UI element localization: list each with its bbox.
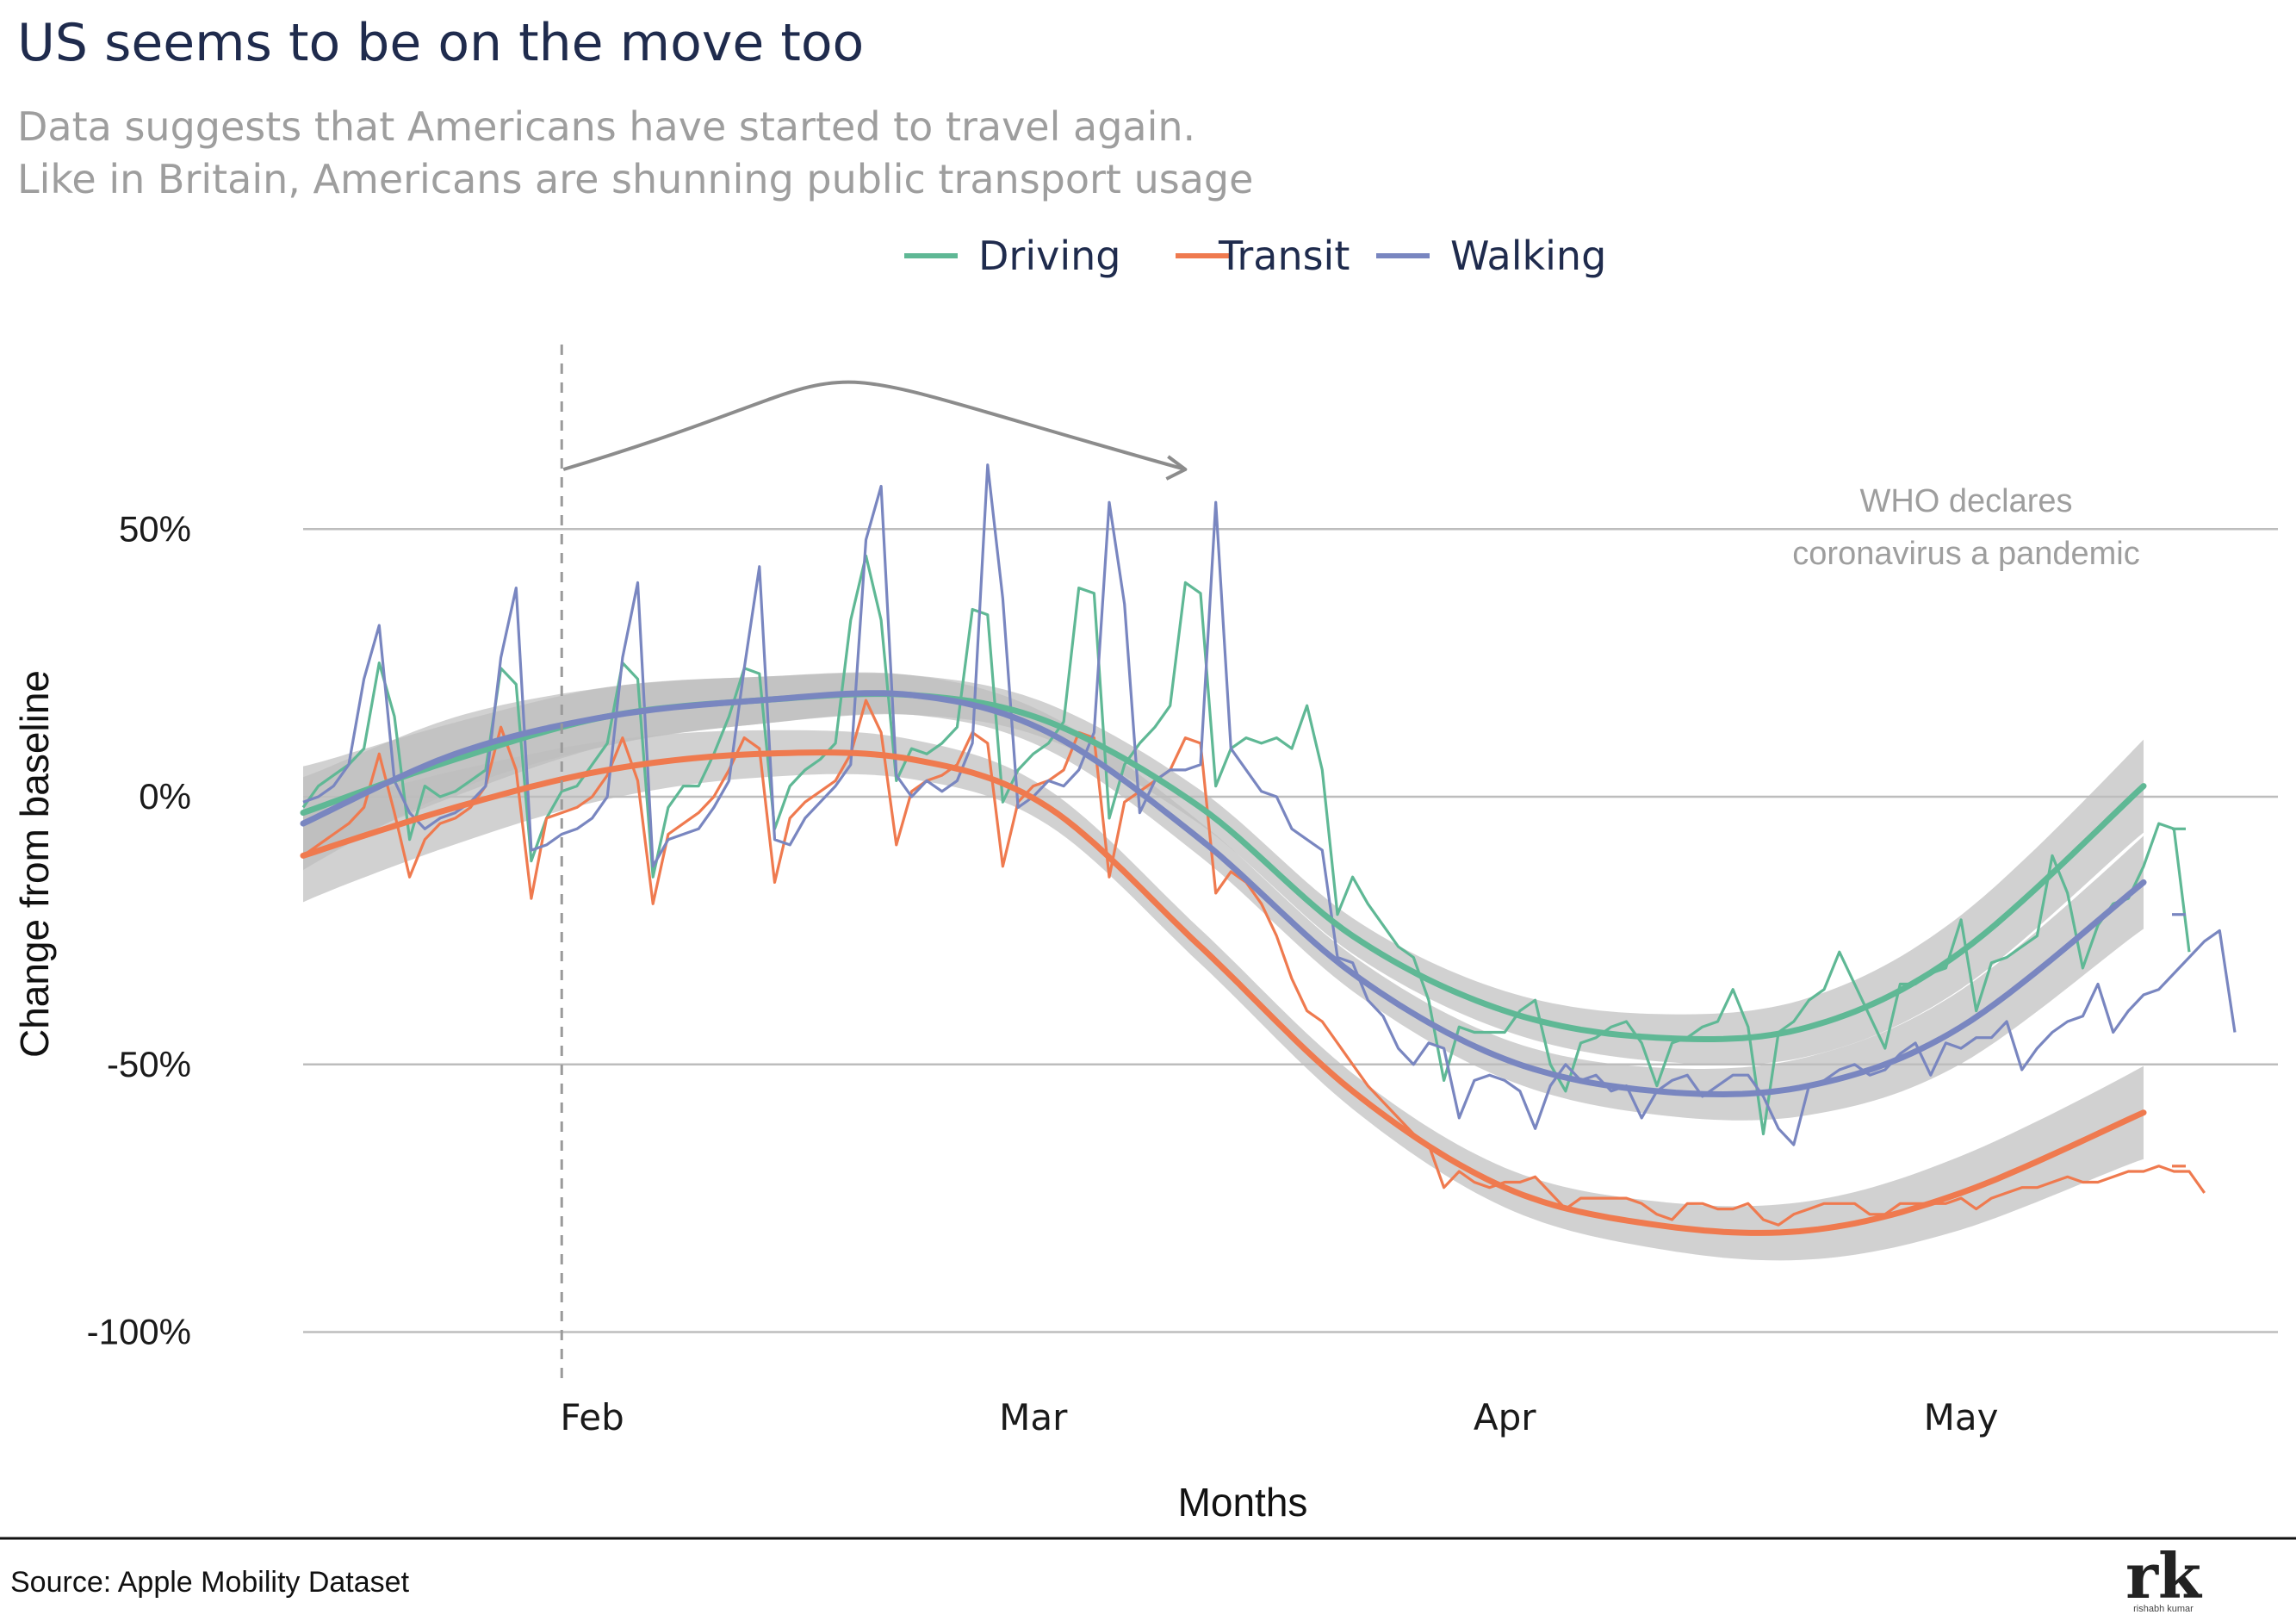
annotation-layer [560, 345, 1188, 1378]
confidence-band-walking [303, 672, 2144, 1121]
logo: rk [2125, 1539, 2203, 1612]
y-tick-label: 50% [119, 508, 191, 549]
gridlines [303, 528, 2278, 1333]
legend-label-walking: Walking [1450, 233, 1606, 279]
annotation-line-1: WHO declares [1859, 483, 2072, 519]
series-line-walking [302, 463, 2237, 1146]
chart-subtitle-line-1: Data suggests that Americans have starte… [17, 103, 1195, 150]
y-tick-label: -100% [87, 1312, 191, 1352]
chart-title: US seems to be on the move too [17, 13, 864, 73]
x-tick-label: Apr [1474, 1396, 1536, 1438]
annotation-arrow [562, 380, 1186, 471]
x-axis-ticks: Feb Mar Apr May [560, 1396, 1998, 1438]
y-tick-label: 0% [139, 776, 191, 817]
smoothed-trend-lines [300, 690, 2147, 1236]
y-axis-ticks: -100% -50% 0% 50% [87, 508, 191, 1351]
chart-subtitle-line-2: Like in Britain, Americans are shunning … [17, 156, 1253, 202]
series-line-driving [301, 554, 2191, 1136]
legend-label-transit: Transit [1218, 233, 1350, 279]
x-tick-label: Mar [999, 1396, 1068, 1438]
y-tick-label: -50% [107, 1044, 191, 1084]
x-axis-title: Months [1178, 1480, 1308, 1525]
daily-series-lines [301, 463, 2237, 1227]
x-tick-label: Feb [560, 1396, 624, 1438]
series-line-transit [302, 699, 2206, 1227]
legend-label-driving: Driving [978, 233, 1120, 279]
x-tick-label: May [1924, 1396, 1999, 1438]
trend-line-walking [300, 690, 2147, 1098]
annotation-line-2: coronavirus a pandemic [1792, 536, 2139, 572]
source-note: Source: Apple Mobility Dataset [10, 1566, 410, 1599]
trend-line-transit [300, 749, 2147, 1236]
legend: Driving Transit Walking [904, 233, 1606, 279]
y-axis-title: Change from baseline [12, 670, 57, 1058]
annotation-arrowhead [1165, 455, 1188, 481]
logo-subtitle: rishabh kumar [2133, 1604, 2194, 1614]
